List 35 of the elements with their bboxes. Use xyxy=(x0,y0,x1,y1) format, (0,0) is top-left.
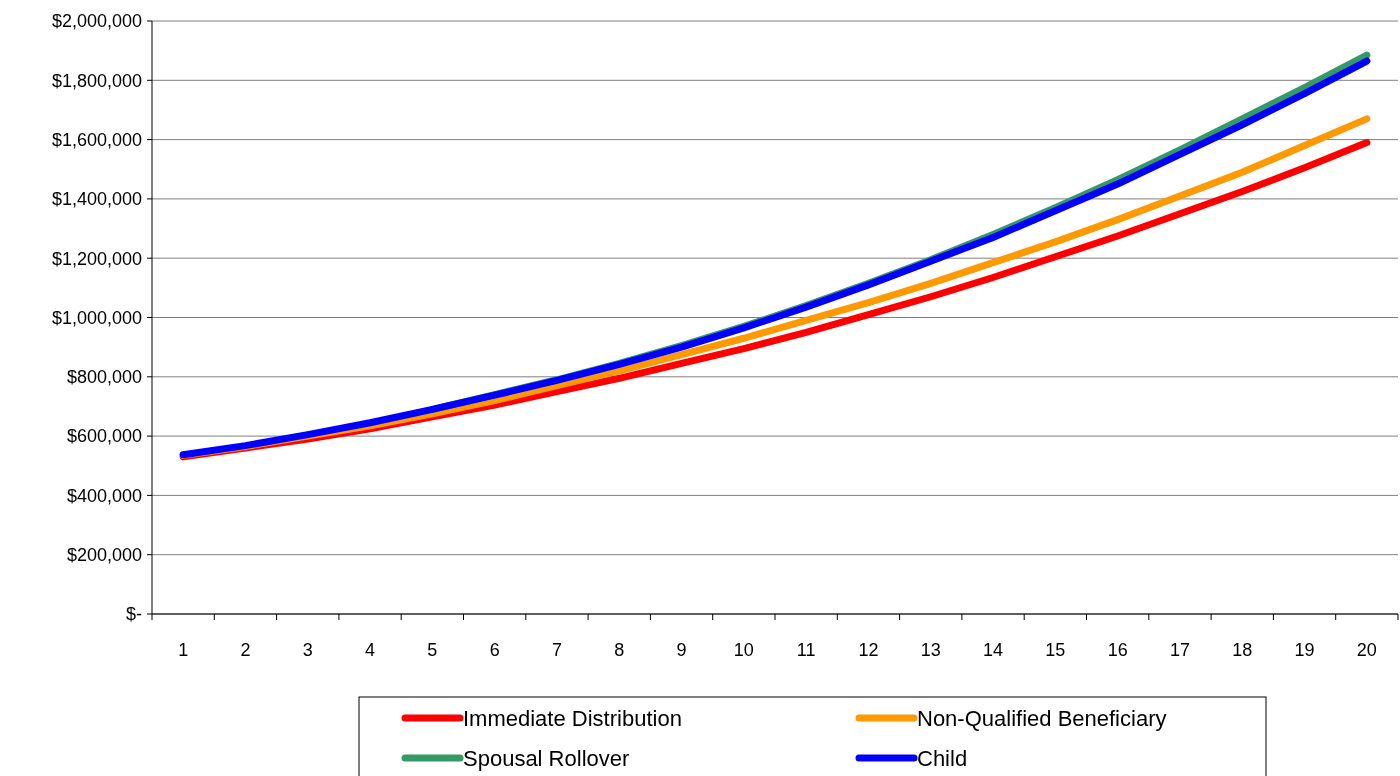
x-tick-label: 8 xyxy=(614,640,625,660)
y-tick-label: $800,000 xyxy=(66,367,142,388)
x-tick-label: 16 xyxy=(1107,640,1128,660)
x-tick-label: 17 xyxy=(1169,640,1190,660)
legend-label: Immediate Distribution xyxy=(463,705,682,731)
x-tick-label: 18 xyxy=(1232,640,1253,660)
x-tick-label: 1 xyxy=(178,640,189,660)
x-tick-label: 7 xyxy=(551,640,562,660)
y-tick-label: $400,000 xyxy=(66,485,142,506)
legend-label: Child xyxy=(917,745,968,771)
legend-label: Non-Qualified Beneficiary xyxy=(917,705,1167,731)
x-tick-label: 11 xyxy=(796,640,816,660)
y-tick-label: $1,200,000 xyxy=(51,248,142,269)
x-tick-label: 3 xyxy=(302,640,313,660)
legend-label: Spousal Rollover xyxy=(463,745,630,771)
y-tick-label: $1,400,000 xyxy=(51,189,142,210)
x-tick-label: 9 xyxy=(676,640,687,660)
x-tick-label: 2 xyxy=(240,640,251,660)
x-tick-label: 20 xyxy=(1356,640,1377,660)
x-tick-label: 13 xyxy=(920,640,941,660)
x-tick-label: 19 xyxy=(1294,640,1315,660)
x-tick-label: 15 xyxy=(1045,640,1066,660)
x-tick-label: 10 xyxy=(733,640,754,660)
x-tick-label: 12 xyxy=(858,640,879,660)
y-tick-label: $200,000 xyxy=(66,545,142,565)
y-tick-label: $- xyxy=(125,604,142,625)
y-tick-label: $1,600,000 xyxy=(51,129,142,150)
y-tick-label: $600,000 xyxy=(66,426,142,447)
x-tick-label: 5 xyxy=(427,640,438,660)
y-tick-label: $2,000,000 xyxy=(51,11,142,32)
x-tick-label: 6 xyxy=(489,640,500,660)
y-tick-label: $1,000,000 xyxy=(51,307,142,328)
x-tick-label: 4 xyxy=(365,640,376,660)
y-tick-label: $1,800,000 xyxy=(51,70,142,91)
x-tick-label: 14 xyxy=(983,640,1004,660)
